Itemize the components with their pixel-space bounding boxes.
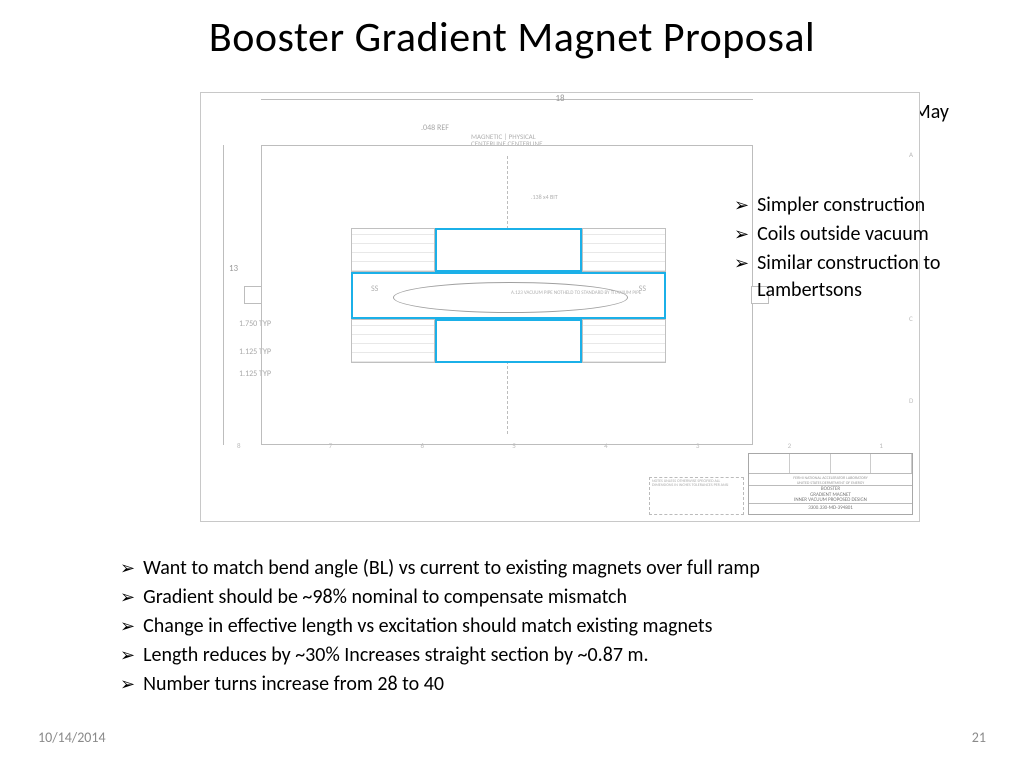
tb-l3: INNER VACUUM PROPOSED DESIGN (794, 497, 867, 503)
dim-line-top (261, 99, 753, 109)
rb6: 2 (788, 441, 792, 451)
rb0: 8 (237, 441, 241, 451)
lower-bullet-1: ➢ Gradient should be ~98% nominal to comp… (120, 584, 940, 611)
leader-note: .138 x4 BIT (531, 193, 558, 201)
footer-page-number: 21 (972, 729, 986, 746)
pole-top (435, 228, 582, 272)
lower-bullet-2-text: Change in effective length vs excitation… (143, 613, 712, 640)
upper-bullet-1: ➢ Coils outside vacuum (734, 221, 979, 248)
lower-bullet-3: ➢ Length reduces by ~30% Increases straig… (120, 642, 940, 669)
rb7: 1 (879, 441, 883, 451)
ref-label: .048 REF (421, 123, 449, 133)
upper-bullet-2: ➢ Similar construction to Lambertsons (734, 250, 979, 304)
arrow-icon: ➢ (734, 250, 749, 277)
ss-label-left: SS (371, 284, 378, 294)
rr2: C (909, 314, 917, 323)
rr0: A (909, 150, 917, 159)
upper-bullet-0-text: Simpler construction (757, 192, 925, 219)
rb1: 7 (329, 441, 333, 451)
title-block: FERMI NATIONAL ACCELERATOR LABORATORYUNI… (748, 453, 913, 515)
rb2: 6 (421, 441, 425, 451)
arrow-icon: ➢ (120, 642, 135, 669)
rr3: D (909, 396, 917, 405)
notes-block: NOTES UNLESS OTHERWISE SPECIFIED ALL DIM… (649, 477, 744, 515)
arrow-icon: ➢ (120, 671, 135, 698)
upper-bullet-0: ➢ Simpler construction (734, 192, 979, 219)
rb3: 5 (512, 441, 516, 451)
lower-bullet-list: ➢ Want to match bend angle (BL) vs curren… (120, 555, 940, 700)
footer-date: 10/14/2014 (38, 729, 106, 746)
dim-line-left (223, 145, 233, 445)
rb5: 3 (696, 441, 700, 451)
pole-bottom (435, 319, 582, 363)
tb-num: 3300.330-MD-394801 (749, 504, 912, 514)
upper-bullet-2-text: Similar construction to Lambertsons (757, 250, 979, 304)
ruler-bottom: 8 7 6 5 4 3 2 1 (207, 441, 913, 451)
arrow-icon: ➢ (734, 221, 749, 248)
lower-bullet-2: ➢ Change in effective length vs excitatio… (120, 613, 940, 640)
coil-top-right (582, 228, 666, 272)
dim-top-label: 18 (555, 93, 564, 104)
lower-bullet-4-text: Number turns increase from 28 to 40 (143, 671, 444, 698)
arrow-icon: ➢ (120, 584, 135, 611)
arrow-icon: ➢ (734, 192, 749, 219)
lower-bullet-0: ➢ Want to match bend angle (BL) vs curren… (120, 555, 940, 582)
rb4: 4 (604, 441, 608, 451)
aperture-note: A.123 VACUUM PIPE NOTHELD TO STANDARD BY… (511, 291, 641, 296)
slide-title: Booster Gradient Magnet Proposal (0, 0, 1024, 63)
coil-top-left (351, 228, 435, 272)
lower-bullet-4: ➢ Number turns increase from 28 to 40 (120, 671, 940, 698)
coil-bottom-right (582, 319, 666, 363)
lower-bullet-0-text: Want to match bend angle (BL) vs current… (143, 555, 760, 582)
arrow-icon: ➢ (120, 555, 135, 582)
upper-bullet-1-text: Coils outside vacuum (757, 221, 929, 248)
lower-bullet-1-text: Gradient should be ~98% nominal to compe… (143, 584, 627, 611)
mount-tab-left (244, 286, 262, 304)
dim-left-label: 13 (229, 263, 238, 274)
coil-bottom-left (351, 319, 435, 363)
lower-bullet-3-text: Length reduces by ~30% Increases straigh… (143, 642, 648, 669)
engineering-drawing: 18 .048 REF MAGNETIC | PHYSICAL CENTERLI… (200, 92, 920, 522)
arrow-icon: ➢ (120, 613, 135, 640)
aperture-ellipse (393, 282, 628, 313)
upper-bullet-list: ➢ Simpler construction ➢ Coils outside vac… (734, 192, 979, 306)
